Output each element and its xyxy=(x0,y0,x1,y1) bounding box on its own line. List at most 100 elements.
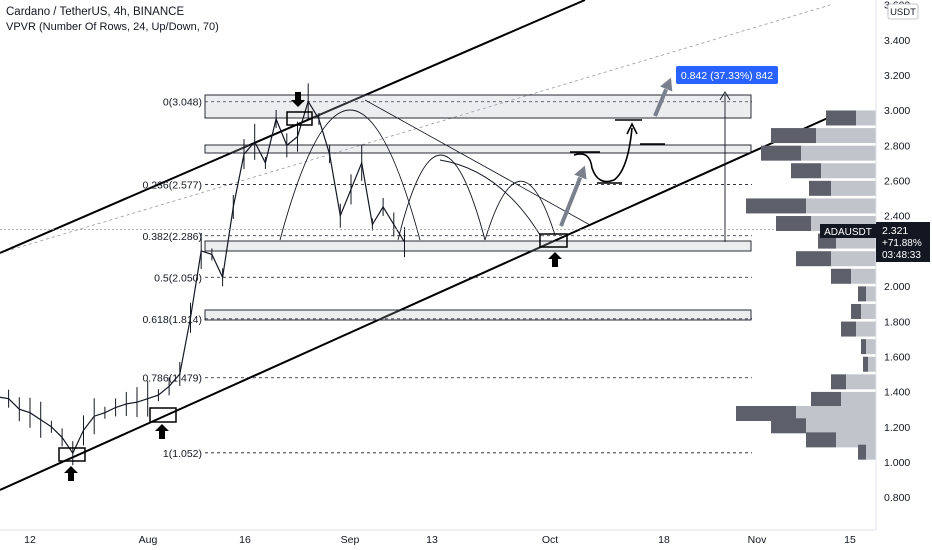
time-tick: Sep xyxy=(341,534,360,546)
volume-bar-down xyxy=(858,286,866,302)
volume-bar-up xyxy=(856,321,876,337)
projection-path xyxy=(573,127,633,183)
cycle-arc xyxy=(439,159,541,236)
countdown-label: 03:48:33 xyxy=(882,250,921,261)
volume-bar-down xyxy=(811,391,841,407)
volume-bar-up xyxy=(868,356,876,372)
volume-bar-down xyxy=(791,163,821,179)
volume-bar-up xyxy=(836,432,876,448)
volume-bar-up xyxy=(866,444,876,460)
currency-label: USDT xyxy=(890,7,916,18)
volume-bar-up xyxy=(856,110,876,126)
price-tick: 2.000 xyxy=(884,281,910,293)
price-tick: 3.200 xyxy=(884,70,910,82)
highlight-box xyxy=(539,233,568,248)
volume-bar-up xyxy=(801,145,876,161)
volume-bar-down xyxy=(806,432,836,448)
support-zone xyxy=(204,240,752,252)
arrow-up-icon xyxy=(548,252,562,267)
arrow-down-icon xyxy=(291,92,305,107)
projection-label-bg xyxy=(676,66,778,84)
volume-bar-down xyxy=(771,418,806,434)
price-tick: 1.200 xyxy=(884,422,910,434)
volume-bar-up xyxy=(806,418,876,434)
highlight-box xyxy=(149,407,177,423)
time-tick: 15 xyxy=(844,534,856,546)
volume-bar-up xyxy=(806,198,876,214)
fib-label: 0(3.048) xyxy=(163,97,202,109)
time-tick: Oct xyxy=(542,534,558,546)
projection-arrow xyxy=(559,167,586,227)
price-tick: 0.800 xyxy=(884,492,910,504)
indicator-legend[interactable]: VPVR (Number Of Rows, 24, Up/Down, 70) xyxy=(6,21,219,33)
time-tick: 16 xyxy=(239,534,251,546)
volume-bar-down xyxy=(841,321,856,337)
volume-bar-down xyxy=(809,180,831,196)
volume-bar-up xyxy=(821,163,876,179)
volume-bar-down xyxy=(831,268,851,284)
time-tick: 18 xyxy=(658,534,670,546)
lower-channel-line xyxy=(0,116,831,491)
volume-bar-up xyxy=(851,268,876,284)
currency-badge xyxy=(887,3,919,20)
volume-bar-down xyxy=(746,198,806,214)
volume-bar-down xyxy=(831,374,846,390)
projection-arrow-head xyxy=(573,164,588,181)
time-tick: 12 xyxy=(24,534,36,546)
volume-bar-up xyxy=(831,251,876,267)
upper-channel-line xyxy=(0,0,586,254)
volume-bar-up xyxy=(816,128,876,144)
price-tick: 3.000 xyxy=(884,105,910,117)
current-price-label: 2.321 xyxy=(882,225,908,237)
fib-label: 0.786(1.479) xyxy=(142,373,202,385)
volume-bar-down xyxy=(761,145,801,161)
time-tick: Aug xyxy=(139,534,158,546)
price-tick: 1.400 xyxy=(884,387,910,399)
price-tick: 2.400 xyxy=(884,211,910,223)
volume-bar-down xyxy=(858,444,866,460)
volume-bar-down xyxy=(771,128,816,144)
cycle-arc xyxy=(484,180,556,241)
volume-bar-down xyxy=(851,303,861,319)
fib-label: 0.5(2.050) xyxy=(154,272,202,284)
volume-bar-down xyxy=(736,405,796,421)
time-tick: 13 xyxy=(426,534,438,546)
volume-bar-up xyxy=(866,339,876,355)
volume-bar-up xyxy=(866,286,876,302)
channel-midline xyxy=(0,4,831,254)
volume-bar-down xyxy=(776,216,811,232)
volume-bar-down xyxy=(796,251,831,267)
descending-trendline xyxy=(364,99,591,226)
change-label: +71.88% xyxy=(882,238,922,249)
price-badge xyxy=(876,222,930,262)
symbol-label: ADAUSDT xyxy=(824,227,872,238)
fib-label: 1(1.052) xyxy=(163,448,202,460)
measure-arrow xyxy=(719,91,731,101)
volume-bar-up xyxy=(861,303,876,319)
price-tick: 2.800 xyxy=(884,140,910,152)
projection-label: 0.842 (37.33%) 842 xyxy=(681,70,773,82)
fib-label: 0.382(2.286) xyxy=(142,231,202,243)
price-tick: 1.600 xyxy=(884,351,910,363)
fib-label: 0.618(1.814) xyxy=(142,314,202,326)
volume-bar-up xyxy=(841,391,876,407)
volume-bar-down xyxy=(861,339,866,355)
cycle-arc xyxy=(397,154,486,241)
support-zone xyxy=(204,144,752,154)
volume-bar-up xyxy=(831,180,876,196)
highlight-box xyxy=(58,447,86,462)
arrow-up-icon xyxy=(155,424,169,439)
price-tick: 1.800 xyxy=(884,316,910,328)
support-zone xyxy=(204,309,752,321)
volume-bar-down xyxy=(826,110,856,126)
highlight-box xyxy=(286,111,313,126)
price-tick: 1.000 xyxy=(884,457,910,469)
fib-label: 0.236(2.577) xyxy=(142,180,202,192)
arrow-up-icon xyxy=(64,466,78,481)
volume-bar-down xyxy=(863,356,868,372)
symbol-badge xyxy=(820,224,876,238)
time-tick: Nov xyxy=(748,534,767,546)
price-tick: 2.600 xyxy=(884,176,910,188)
